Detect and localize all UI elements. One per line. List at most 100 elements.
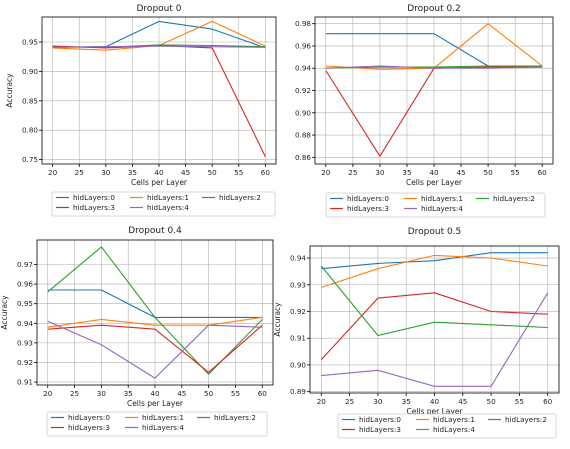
chart-panel-0: 20 25 30 35 40 45 50 55 60 0.75 0.80 0.85 0.90 0.95 Dr… [5,4,277,217]
x-tick-label: 50 [208,168,218,177]
x-tick-label: 30 [101,168,111,177]
legend-label: hidLayers:4 [421,204,463,213]
x-tick-label: 25 [348,168,357,177]
y-tick-label: 0.96 [17,280,33,289]
x-axis-label: Cells per Layer [406,407,463,416]
legend: hidLayers:0 hidLayers:1 hidLayers:2 hidLaye… [325,192,546,218]
legend-box [325,192,546,218]
x-tick-label: 35 [128,168,137,177]
x-tick-label: 25 [75,168,84,177]
legend-label: hidLayers:0 [359,415,401,424]
x-tick-label: 40 [154,168,164,177]
series-line-hidLayers-2 [320,265,548,337]
x-tick-label: 30 [97,389,107,398]
chart-panel-3: 20 25 30 35 40 45 50 55 60 0.89 0.90 0.91 0.92 0.93 0.… [273,227,560,439]
y-tick-label: 0.92 [290,307,306,316]
x-tick-label: 20 [321,168,331,177]
x-tick-label: 30 [373,397,383,406]
y-tick-label: 0.92 [17,358,33,367]
x-tick-label: 20 [43,389,53,398]
y-tick-label: 0.80 [22,126,38,135]
y-tick-label: 0.89 [290,387,306,396]
series-line-hidLayers-1 [47,316,263,328]
x-tick-label: 60 [261,168,271,177]
legend-label: hidLayers:4 [142,423,184,432]
y-axis-label: Accuracy [5,73,14,108]
x-tick-label: 55 [234,168,243,177]
x-tick-label: 45 [181,168,190,177]
y-tick-label: 0.92 [295,86,311,95]
legend-label: hidLayers:2 [505,415,547,424]
legend-label: hidLayers:0 [73,193,115,202]
y-tick-label: 0.91 [290,334,306,343]
legend-label: hidLayers:2 [493,194,535,203]
x-tick-label: 35 [124,389,133,398]
legend-label: hidLayers:0 [347,194,389,203]
y-tick-label: 0.98 [295,19,311,28]
x-tick-label: 45 [456,168,465,177]
legend: hidLayers:0 hidLayers:1 hidLayers:2 hidLaye… [46,411,268,437]
y-tick-label: 0.88 [295,131,311,140]
legend-label: hidLayers:1 [142,413,184,422]
y-tick-label: 0.90 [290,360,306,369]
y-tick-label: 0.93 [290,280,306,289]
y-tick-label: 0.96 [295,41,311,50]
legend-label: hidLayers:1 [147,193,189,202]
x-tick-label: 20 [317,397,327,406]
x-tick-label: 30 [375,168,385,177]
y-tick-label: 0.85 [22,96,38,105]
legend-box [337,413,557,439]
x-tick-label: 35 [402,168,411,177]
series-line-hidLayers-4 [52,45,266,48]
x-tick-label: 45 [177,389,186,398]
legend-label: hidLayers:3 [68,423,110,432]
x-tick-label: 20 [48,168,58,177]
legend-label: hidLayers:2 [214,413,256,422]
y-tick-label: 0.95 [22,37,38,46]
series-line-hidLayers-2 [325,65,543,69]
legend-label: hidLayers:2 [219,193,261,202]
chart-title: Dropout 0.5 [408,227,462,237]
x-tick-label: 40 [430,397,440,406]
y-tick-label: 0.75 [22,155,38,164]
x-tick-label: 50 [484,168,494,177]
chart-title: Dropout 0.2 [407,4,461,14]
x-tick-label: 35 [402,397,411,406]
legend: hidLayers:0 hidLayers:1 hidLayers:2 hidLaye… [337,413,557,439]
series-line-hidLayers-1 [321,254,548,288]
series-line-hidLayers-4 [321,292,549,387]
y-tick-label: 0.86 [295,153,311,162]
x-tick-label: 55 [511,168,520,177]
x-tick-label: 25 [70,389,79,398]
y-tick-label: 0.95 [17,299,33,308]
y-tick-label: 0.94 [17,319,33,328]
legend-box [51,191,276,217]
series-line-hidLayers-4 [325,65,543,69]
legend-label: hidLayers:1 [433,415,475,424]
x-tick-label: 40 [150,389,160,398]
series-line-hidLayers-0 [321,252,548,270]
series-line-hidLayers-3 [47,324,263,373]
y-tick-label: 0.91 [17,378,33,387]
x-tick-label: 55 [231,389,240,398]
x-tick-label: 45 [458,397,467,406]
x-tick-label: 60 [258,389,268,398]
chart-title: Dropout 0 [137,4,182,14]
x-axis-label: Cells per Layer [131,178,188,187]
y-tick-label: 0.94 [295,64,311,73]
legend-label: hidLayers:3 [73,203,115,212]
y-tick-label: 0.94 [290,254,306,263]
legend-label: hidLayers:3 [347,204,389,213]
legend-label: hidLayers:3 [359,425,401,434]
legend-label: hidLayers:4 [147,203,189,212]
legend-label: hidLayers:1 [421,194,463,203]
legend-label: hidLayers:4 [433,425,475,434]
y-axis-label: Accuracy [0,295,9,330]
series-line-hidLayers-3 [320,292,548,360]
chart-title: Dropout 0.4 [128,226,182,236]
y-tick-label: 0.90 [295,108,311,117]
chart-panel-2: 20 25 30 35 40 45 50 55 60 0.91 0.92 0.93 0.94 0.95 0.… [0,226,274,437]
y-tick-label: 0.93 [17,338,33,347]
legend: hidLayers:0 hidLayers:1 hidLayers:2 hidLaye… [51,191,276,217]
